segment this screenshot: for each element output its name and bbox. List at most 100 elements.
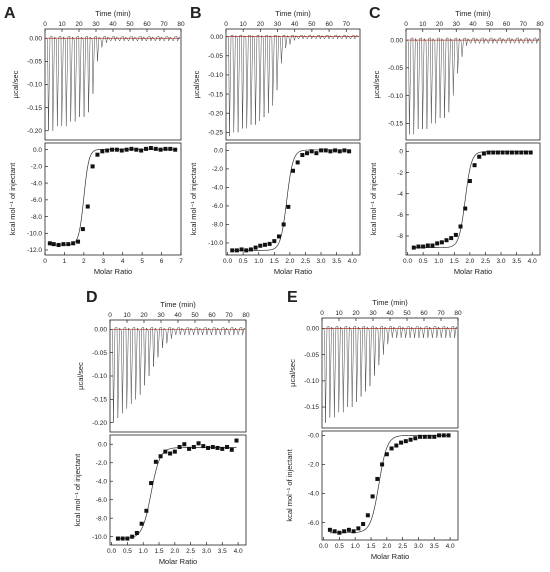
- molar-ratio-tick-label: 0.0: [319, 543, 328, 550]
- data-point: [430, 243, 435, 248]
- power-axis-label: µcal/sec: [76, 362, 85, 390]
- molar-ratio-tick-label: 4.0: [348, 258, 357, 265]
- data-point: [158, 147, 163, 152]
- time-tick-label: 0: [224, 21, 228, 28]
- molar-ratio-tick-label: 0: [43, 258, 47, 265]
- data-point: [115, 536, 120, 541]
- molar-ratio-tick-label: 1.0: [254, 258, 263, 265]
- data-point: [239, 247, 244, 252]
- molar-ratio-tick-label: 3.0: [202, 548, 211, 555]
- power-tick-label: -0.05: [92, 350, 107, 357]
- thermogram-frame: [225, 28, 361, 141]
- data-point: [327, 527, 332, 532]
- enthalpy-tick-label: -2.0: [96, 460, 108, 467]
- enthalpy-tick-label: -2: [397, 170, 403, 177]
- data-point: [486, 150, 491, 155]
- time-axis-label: Time (min): [275, 9, 311, 18]
- data-point: [191, 445, 196, 450]
- time-tick-label: 30: [157, 312, 165, 319]
- thermogram-trace: [322, 326, 458, 423]
- enthalpy-tick-label: -4.0: [31, 180, 43, 187]
- data-point: [100, 149, 105, 154]
- isotherm-frame: [405, 142, 541, 256]
- data-point: [394, 443, 399, 448]
- power-tick-label: -0.15: [27, 105, 42, 112]
- molar-ratio-tick-label: 2.0: [382, 543, 391, 550]
- molar-ratio-tick-label: 1: [63, 258, 67, 265]
- time-tick-label: 80: [536, 21, 544, 28]
- isotherm-frame: [321, 430, 459, 541]
- data-point: [134, 147, 139, 152]
- data-point: [76, 239, 81, 244]
- data-point: [425, 243, 430, 248]
- fit-curve: [413, 151, 531, 248]
- data-point: [399, 440, 404, 445]
- molar-ratio-tick-label: 3.5: [332, 258, 341, 265]
- data-point: [347, 149, 352, 154]
- time-axis-label: Time (min): [372, 298, 408, 307]
- enthalpy-tick-label: -8.0: [96, 515, 108, 522]
- enthalpy-tick-label: -4.0: [96, 478, 108, 485]
- isotherm-frame: [44, 142, 182, 256]
- time-tick-label: 40: [291, 21, 299, 28]
- time-tick-label: 70: [225, 312, 233, 319]
- data-point: [286, 204, 291, 209]
- data-point: [95, 152, 100, 157]
- enthalpy-tick-label: -4.0: [212, 185, 224, 192]
- time-tick-label: 50: [403, 310, 411, 317]
- molar-ratio-tick-label: 3.5: [218, 548, 227, 555]
- panel-b: B 0 10 20 30 40 50 60 70 Time (min) 0.00 -0.05 -0.10…: [189, 5, 361, 276]
- time-tick-label: 30: [274, 21, 282, 28]
- data-point: [196, 441, 201, 446]
- data-point: [144, 146, 149, 151]
- time-tick-label: 40: [109, 21, 117, 28]
- data-point: [281, 222, 286, 227]
- power-tick-label: -0.20: [208, 110, 223, 117]
- power-tick-label: 0.00: [210, 34, 223, 41]
- panel-letter: A: [4, 5, 16, 22]
- data-point: [134, 530, 139, 535]
- molar-ratio-tick-label: 3: [101, 258, 105, 265]
- molar-ratio-tick-label: 0.5: [335, 543, 344, 550]
- data-point: [234, 438, 239, 443]
- data-point: [342, 529, 347, 534]
- data-point: [437, 433, 442, 438]
- data-point: [139, 148, 144, 153]
- time-tick-label: 80: [454, 310, 462, 317]
- enthalpy-tick-label: -10.0: [208, 240, 223, 247]
- data-point: [351, 529, 356, 534]
- data-point: [509, 150, 514, 155]
- molar-ratio-tick-label: 3.0: [317, 258, 326, 265]
- power-axis-label: µcal/sec: [288, 359, 297, 387]
- enthalpy-tick-label: -6.0: [31, 197, 43, 204]
- data-point: [481, 151, 486, 156]
- enthalpy-axis-label: kcal mol⁻¹ of injectant: [285, 448, 294, 521]
- panel-letter: C: [369, 5, 381, 22]
- molar-ratio-tick-label: 1.0: [139, 548, 148, 555]
- data-point: [523, 150, 528, 155]
- enthalpy-tick-label: -2.0: [212, 166, 224, 173]
- data-point: [144, 508, 149, 513]
- time-tick-label: 60: [420, 310, 428, 317]
- time-tick-label: 50: [191, 312, 199, 319]
- molar-ratio-tick-label: 6: [160, 258, 164, 265]
- data-point: [422, 434, 427, 439]
- data-point: [342, 148, 347, 153]
- data-point: [163, 146, 168, 151]
- data-point: [514, 150, 519, 155]
- enthalpy-tick-label: -8.0: [212, 222, 224, 229]
- data-point: [119, 148, 124, 153]
- time-tick-label: 10: [419, 21, 427, 28]
- enthalpy-tick-label: -8.0: [31, 214, 43, 221]
- data-point: [234, 248, 239, 253]
- time-tick-label: 20: [352, 310, 360, 317]
- time-tick-label: 20: [257, 21, 265, 28]
- data-point: [153, 146, 158, 151]
- molar-ratio-tick-label: 0.0: [223, 258, 232, 265]
- enthalpy-tick-label: -6.0: [308, 520, 320, 527]
- data-point: [389, 446, 394, 451]
- molar-ratio-tick-label: 2.5: [301, 258, 310, 265]
- time-tick-label: 0: [320, 310, 324, 317]
